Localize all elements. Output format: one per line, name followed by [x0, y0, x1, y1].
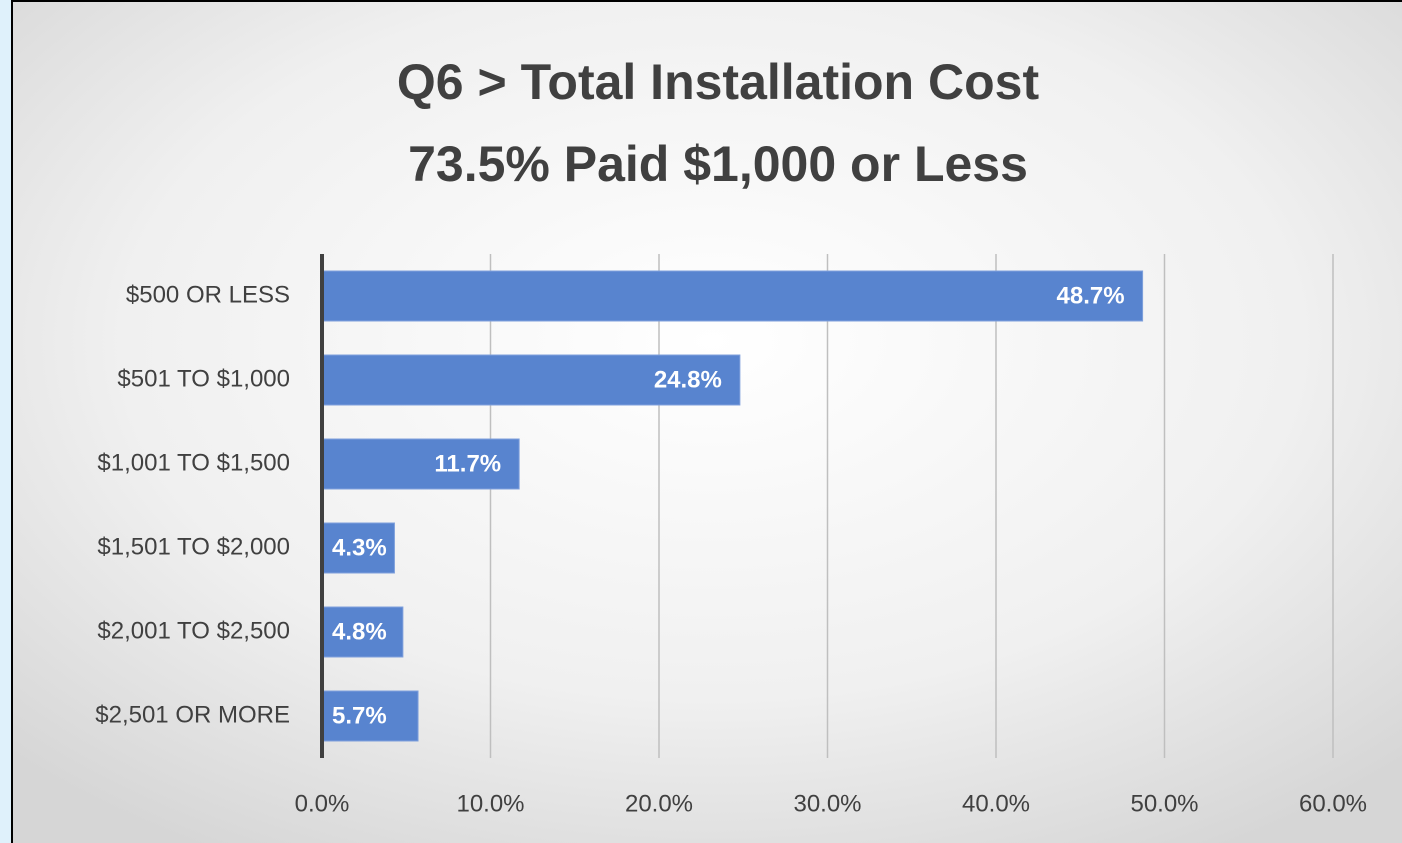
x-tick-label: 20.0% — [625, 790, 693, 817]
chart-title: 73.5% Paid $1,000 or Less — [408, 136, 1028, 192]
y-tick-label: $1,001 TO $1,500 — [97, 449, 290, 476]
y-tick-label: $2,501 OR MORE — [95, 701, 290, 728]
y-tick-label: $501 TO $1,000 — [117, 365, 290, 392]
bar — [321, 522, 395, 574]
data-label: 5.7% — [332, 702, 387, 729]
data-label: 11.7% — [434, 450, 501, 477]
x-tick-label: 0.0% — [295, 790, 350, 817]
chart-title: Q6 > Total Installation Cost — [397, 54, 1040, 110]
data-label: 4.8% — [332, 618, 387, 645]
data-label: 24.8% — [654, 366, 722, 393]
x-tick-label: 10.0% — [456, 790, 524, 817]
x-tick-label: 50.0% — [1130, 790, 1198, 817]
y-tick-label: $500 OR LESS — [126, 281, 290, 308]
data-label: 48.7% — [1057, 282, 1125, 309]
bar — [321, 606, 404, 658]
x-tick-label: 30.0% — [793, 790, 861, 817]
y-tick-label: $1,501 TO $2,000 — [97, 533, 290, 560]
bar — [321, 270, 1144, 322]
x-tick-label: 40.0% — [962, 790, 1030, 817]
x-tick-label: 60.0% — [1299, 790, 1367, 817]
data-label: 4.3% — [332, 534, 387, 561]
y-tick-label: $2,001 TO $2,500 — [97, 617, 290, 644]
bar — [321, 690, 419, 742]
chart-area — [11, 0, 1402, 843]
